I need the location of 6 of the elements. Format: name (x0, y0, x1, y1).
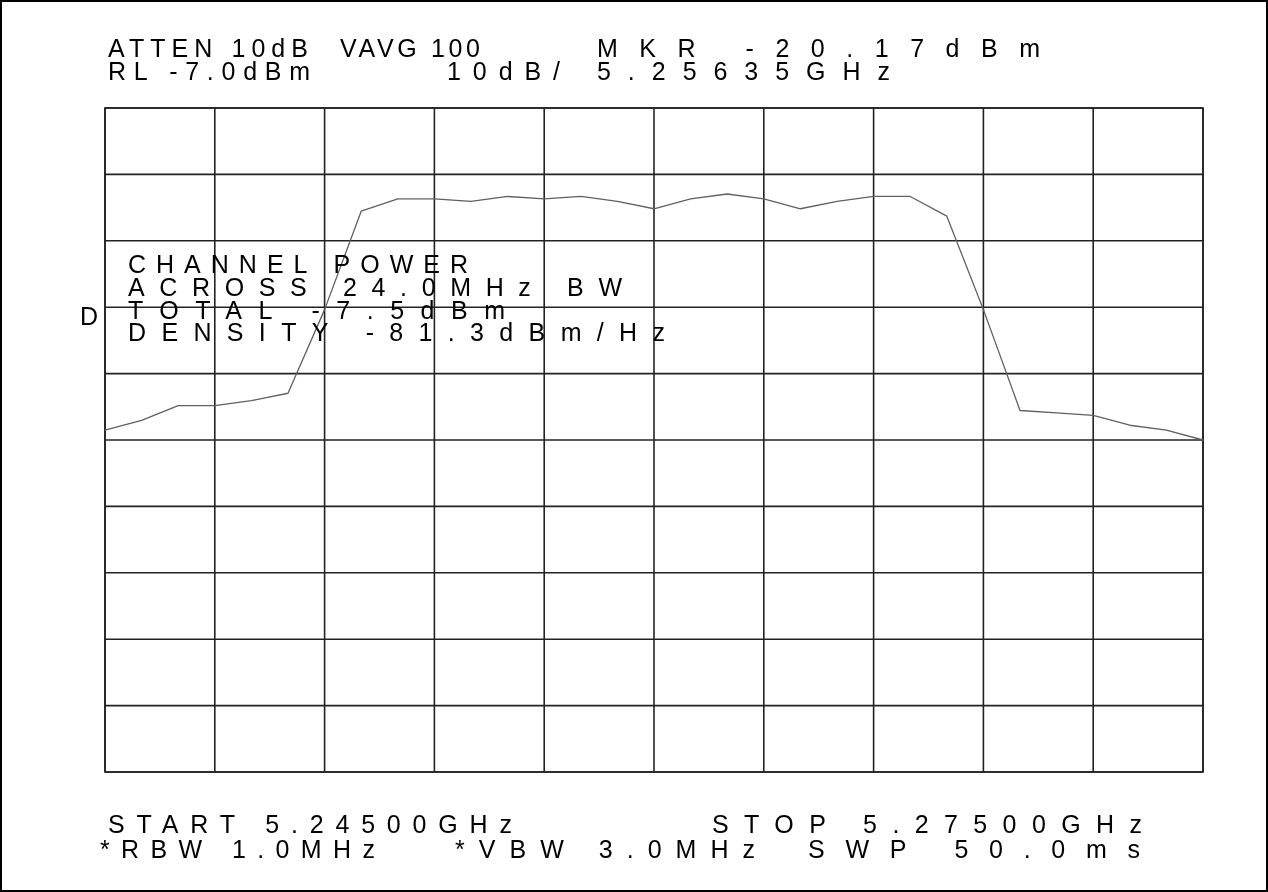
text: SWP 50.0ms (808, 835, 1140, 863)
text: *RBW 1.0MHz (100, 835, 375, 863)
text: STOP 5.27500GHz (712, 810, 1142, 838)
text: D (80, 302, 99, 330)
text: START 5.24500GHz (108, 810, 512, 838)
text: *VBW 3.0MHz (455, 835, 755, 863)
